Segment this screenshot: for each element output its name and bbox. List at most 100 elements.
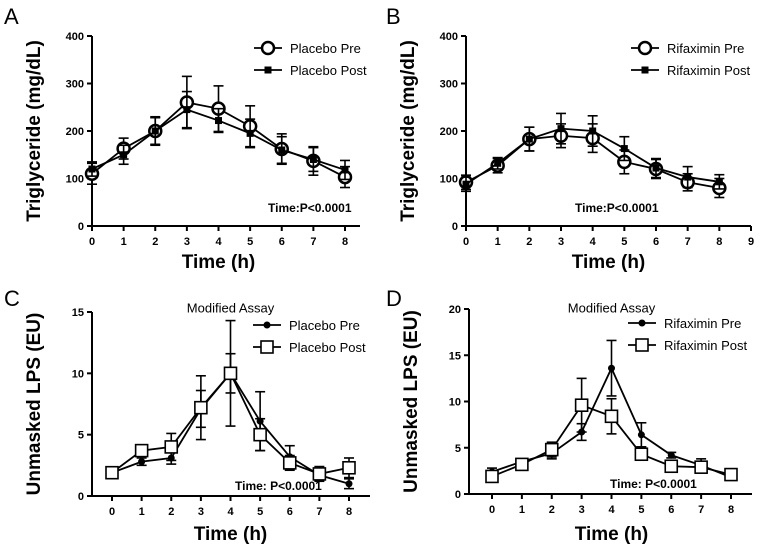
data-point — [253, 427, 267, 442]
legend-label: Rifaximin Pre — [667, 41, 744, 56]
legend-label: Placebo Pre — [289, 318, 360, 333]
x-tick-label: 1 — [121, 236, 127, 248]
data-point — [604, 409, 619, 424]
data-point — [164, 440, 179, 454]
y-tick-label: 200 — [66, 126, 84, 138]
x-tick-label: 3 — [558, 236, 564, 248]
panel-b: B 0 100 200 300 400 0 1 2 3 4 5 6 7 8 9 Time (h) Triglyce… — [386, 4, 754, 273]
data-point — [494, 159, 502, 167]
series-rifaximin-post — [485, 377, 738, 484]
x-axis-label: Time (h) — [572, 252, 646, 273]
x-tick-label: 4 — [590, 236, 597, 248]
data-point — [88, 165, 96, 173]
x-tick-label: 8 — [728, 504, 734, 516]
data-point — [544, 442, 559, 457]
y-tick-label: 10 — [449, 397, 461, 409]
y-axis-label: Unmasked LPS (EU) — [401, 310, 422, 493]
x-tick-label: 2 — [152, 236, 158, 248]
data-point — [462, 180, 470, 188]
x-tick-label: 2 — [526, 236, 532, 248]
x-tick-label: 3 — [184, 236, 190, 248]
x-tick-label: 7 — [685, 236, 691, 248]
y-tick-label: 100 — [66, 174, 84, 186]
annotation: Time:P<0.0001 — [575, 201, 659, 215]
data-point — [223, 366, 238, 381]
y-tick-label: 15 — [449, 350, 461, 362]
y-tick-label: 0 — [78, 491, 84, 503]
data-point — [485, 469, 499, 484]
x-tick-label: 6 — [668, 504, 674, 516]
data-point — [151, 127, 159, 135]
data-point — [724, 467, 738, 482]
data-point — [525, 135, 533, 143]
panel-c: C Modified Assay 0 5 10 15 0 1 2 3 4 5 6 7 8 Time (h) Un… — [4, 286, 370, 545]
panel-a: A 0 100 200 300 400 0 1 2 3 4 5 6 7 8 Time (h) Triglycer… — [4, 4, 367, 273]
legend-marker — [264, 66, 272, 74]
y-tick-label: 5 — [455, 443, 461, 455]
y-tick-label: 0 — [455, 489, 461, 501]
x-tick-label: 5 — [247, 236, 253, 248]
x-tick-label: 0 — [89, 236, 95, 248]
x-tick-label: 2 — [549, 504, 555, 516]
data-point — [557, 125, 565, 133]
legend-label: Placebo Post — [290, 63, 367, 78]
panel-d: D Modified Assay 0 5 10 15 20 0 1 2 3 4 5 6 7 8 Time (h)… — [386, 286, 752, 545]
y-tick-label: 400 — [440, 31, 458, 43]
legend-label: Rifaximin Pre — [664, 316, 741, 331]
data-point — [684, 173, 692, 181]
x-tick-label: 8 — [346, 506, 352, 518]
y-axis-label: Triglyceride (mg/dL) — [24, 40, 45, 222]
x-tick-label: 1 — [139, 506, 145, 518]
x-tick-label: 1 — [495, 236, 501, 248]
series-rifaximin-post — [461, 112, 725, 193]
x-tick-label: 4 — [608, 504, 615, 516]
x-tick-label: 7 — [316, 506, 322, 518]
data-point — [574, 398, 589, 413]
data-point — [667, 451, 675, 459]
x-axis-label: Time (h) — [575, 524, 649, 545]
x-tick-label: 0 — [109, 506, 115, 518]
x-tick-label: 3 — [198, 506, 204, 518]
annotation: Time: P<0.0001 — [610, 477, 697, 491]
y-axis-label: Unmasked LPS (EU) — [24, 313, 45, 496]
x-tick-label: 5 — [257, 506, 263, 518]
data-point — [309, 156, 317, 163]
data-point — [608, 364, 615, 372]
data-point — [342, 460, 356, 475]
data-point — [134, 443, 149, 458]
x-tick-label: 5 — [621, 236, 627, 248]
data-point — [589, 127, 597, 135]
x-tick-label: 8 — [342, 236, 348, 248]
y-tick-label: 5 — [78, 430, 84, 442]
data-point — [105, 465, 119, 480]
data-point — [278, 146, 286, 154]
data-point — [183, 106, 191, 114]
data-point — [138, 458, 146, 466]
x-axis-label: Time (h) — [194, 524, 268, 545]
data-point — [652, 164, 660, 172]
data-point — [246, 129, 254, 137]
data-point — [312, 467, 327, 481]
x-tick-label: 6 — [279, 236, 285, 248]
annotation: Time: P<0.0001 — [235, 479, 322, 493]
legend-marker — [260, 340, 274, 354]
x-tick-label: 3 — [579, 504, 585, 516]
y-tick-label: 100 — [440, 174, 458, 186]
panel-label: C — [4, 286, 20, 311]
y-tick-label: 0 — [78, 221, 84, 233]
data-point — [194, 400, 208, 415]
x-tick-label: 0 — [489, 504, 495, 516]
legend-marker — [637, 40, 653, 56]
x-tick-label: 8 — [716, 236, 722, 248]
chart-title: Modified Assay — [187, 301, 275, 316]
chart-title: Modified Assay — [568, 301, 656, 316]
legend-marker — [635, 338, 649, 352]
data-point — [620, 145, 628, 153]
y-tick-label: 20 — [449, 304, 461, 316]
x-tick-label: 1 — [519, 504, 525, 516]
y-tick-label: 400 — [66, 31, 84, 43]
panel-label: B — [386, 4, 401, 29]
legend-label: Rifaximin Post — [664, 338, 747, 353]
data-point — [634, 447, 649, 462]
